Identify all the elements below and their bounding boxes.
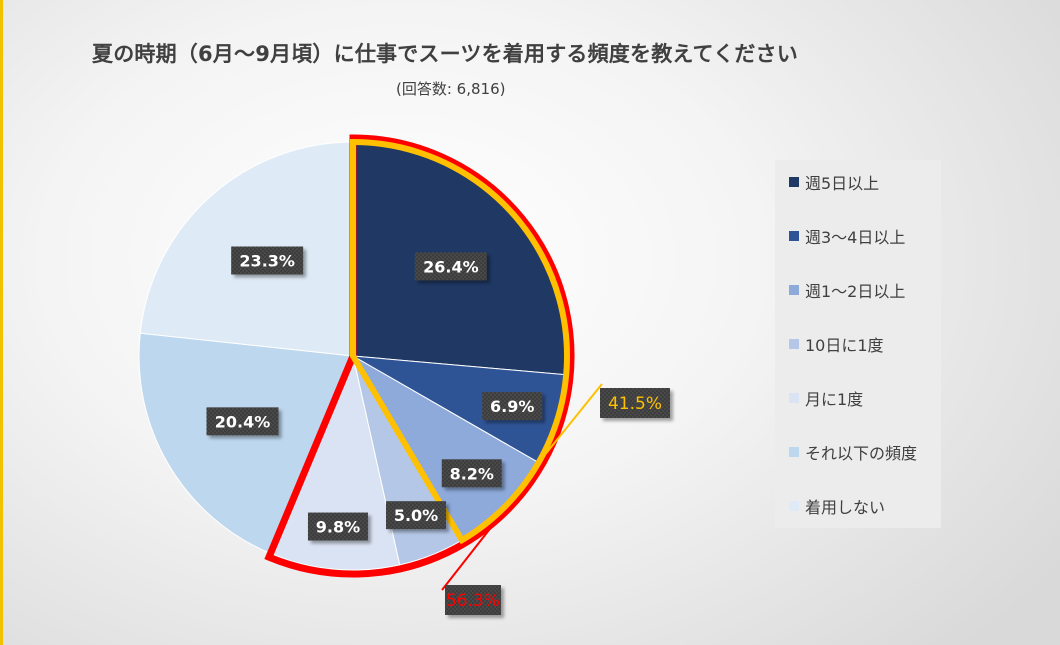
- legend-swatch: [789, 501, 799, 511]
- data-label: 8.2%: [450, 464, 494, 483]
- callout-leader-line: [537, 383, 603, 464]
- data-label-box: [414, 252, 487, 281]
- legend-swatch: [789, 285, 799, 295]
- legend-swatch: [789, 231, 799, 241]
- callout-box: [445, 585, 501, 615]
- pie-slice: [138, 332, 354, 555]
- chart-title: 夏の時期（6月〜9月頃）に仕事でスーツを着用する頻度を教えてください: [92, 42, 798, 66]
- data-label-box: [307, 512, 368, 541]
- data-label: 26.4%: [423, 257, 479, 276]
- legend-swatch: [789, 339, 799, 349]
- legend-label: 週5日以上: [805, 174, 880, 193]
- callout-label: 41.5%: [608, 394, 662, 414]
- data-label-box: [441, 459, 502, 488]
- data-label-box: [231, 246, 304, 275]
- legend-swatch: [789, 177, 799, 187]
- legend-swatch: [789, 393, 799, 403]
- legend-item: 週1〜2日以上: [789, 278, 905, 302]
- callout-box: [600, 388, 670, 418]
- chart-subtitle: (回答数: 6,816): [396, 80, 506, 98]
- data-label-box: [206, 407, 279, 436]
- data-label: 9.8%: [316, 518, 360, 537]
- data-label: 6.9%: [490, 397, 534, 416]
- left-accent-bar: [0, 0, 3, 645]
- highlight-outline: [264, 134, 575, 578]
- legend-label: 週1〜2日以上: [805, 282, 906, 301]
- data-label: 5.0%: [394, 506, 438, 525]
- legend-item: 10日に1度: [789, 332, 884, 356]
- data-label: 20.4%: [215, 412, 271, 431]
- legend-label: 週3〜4日以上: [805, 228, 906, 247]
- legend-swatch: [789, 447, 799, 457]
- data-label: 23.3%: [239, 251, 295, 270]
- legend-item: 週5日以上: [789, 170, 879, 194]
- data-label-box: [386, 501, 447, 530]
- legend: 週5日以上週3〜4日以上 週1〜2日以上 10日に1度 月に1度それ以下の頻度 着用しな…: [775, 160, 941, 528]
- legend-item: 週3〜4日以上: [789, 224, 905, 248]
- legend-item: 月に1度: [789, 386, 863, 410]
- legend-label: 着用しない: [805, 498, 886, 517]
- callout-leader-line: [441, 518, 499, 591]
- legend-label: 10日に1度: [805, 336, 884, 355]
- legend-item: それ以下の頻度: [789, 440, 917, 464]
- highlight-outline: [350, 138, 570, 545]
- legend-item: 着用しない: [789, 494, 885, 518]
- data-label-box: [482, 392, 543, 421]
- legend-label: 月に1度: [805, 390, 864, 409]
- callout-label: 56.3%: [446, 591, 500, 611]
- legend-label: それ以下の頻度: [805, 444, 918, 463]
